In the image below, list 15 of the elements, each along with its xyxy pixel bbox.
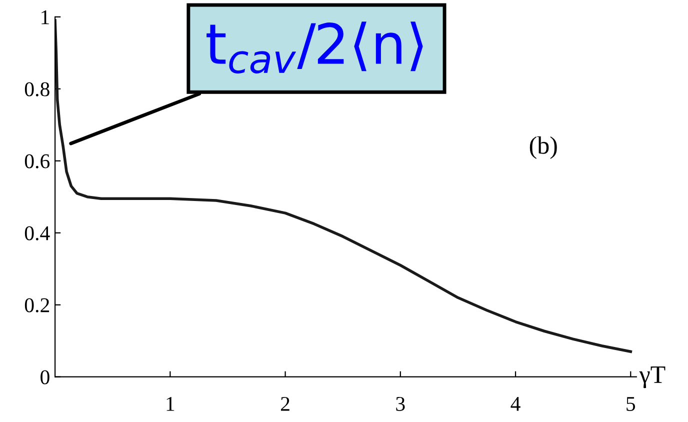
x-tick-label: 3 bbox=[396, 396, 405, 411]
y-tick-label: 0.8 bbox=[24, 82, 50, 96]
y-tick-label: 0.4 bbox=[24, 226, 50, 240]
y-tick-label: 1 bbox=[42, 10, 49, 24]
y-tick-label: 0.6 bbox=[24, 154, 50, 168]
x-tick-label: 4 bbox=[510, 397, 520, 411]
x-tick-label: 5 bbox=[626, 397, 636, 411]
line-series bbox=[55, 19, 632, 354]
y-tick-label: 0.2 bbox=[24, 298, 50, 312]
x-tick-label: 2 bbox=[280, 396, 290, 411]
x-axis-title: γT bbox=[639, 366, 666, 388]
annotation: (b) bbox=[530, 136, 557, 159]
y-tick-label: 0 bbox=[40, 370, 50, 384]
annotation: t$_{cav}$/2⟨n⟩ bbox=[206, 22, 423, 74]
x-tick-label: 1 bbox=[166, 396, 174, 411]
